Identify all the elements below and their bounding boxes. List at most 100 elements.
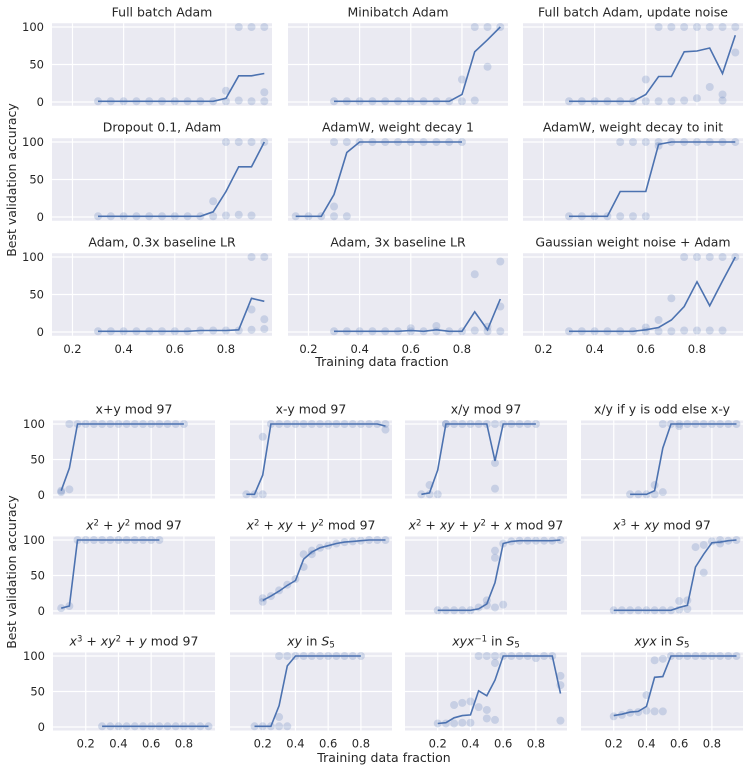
subplot-title: Adam, 0.3x baseline LR xyxy=(88,234,236,249)
data-point xyxy=(470,326,479,335)
data-point xyxy=(482,652,491,660)
series-line xyxy=(421,423,536,496)
data-point xyxy=(491,715,499,724)
data-point xyxy=(616,138,625,146)
series-line xyxy=(60,539,160,609)
y-tick-label: 0 xyxy=(37,325,44,339)
data-point xyxy=(718,253,727,261)
subplot-title: Full batch Adam xyxy=(112,4,213,19)
x-tick-label: 0.4 xyxy=(461,737,479,751)
data-point xyxy=(654,23,663,31)
series-line xyxy=(630,423,737,496)
data-point xyxy=(658,654,667,663)
subplot-title: xyx in S5 xyxy=(634,633,690,650)
data-point xyxy=(692,23,701,31)
data-point xyxy=(556,716,565,725)
data-point xyxy=(247,211,256,220)
data-point xyxy=(716,539,725,548)
x-tick-label: 0.6 xyxy=(670,737,688,751)
data-point xyxy=(705,23,714,31)
data-point xyxy=(299,550,308,559)
data-point xyxy=(658,707,667,716)
data-point xyxy=(626,490,635,499)
data-point xyxy=(247,305,256,314)
data-point xyxy=(658,488,667,497)
data-point xyxy=(381,425,390,434)
x-tick-label: 0.2 xyxy=(534,342,552,356)
subplot-title: x2 + y2 mod 97 xyxy=(85,517,182,532)
data-point xyxy=(491,553,499,562)
y-tick-label: 50 xyxy=(30,569,45,583)
data-point xyxy=(718,23,727,31)
series-line xyxy=(295,141,462,218)
x-tick-label: 0.6 xyxy=(142,737,160,751)
data-point xyxy=(705,326,714,335)
x-tick-label: 0.8 xyxy=(217,342,235,356)
data-point xyxy=(221,211,230,220)
x-tick-label: 0.4 xyxy=(637,737,655,751)
x-tick-label: 0.6 xyxy=(319,737,337,751)
subplot-title: x2 + xy + y2 + x mod 97 xyxy=(408,517,564,532)
data-point xyxy=(556,671,565,680)
x-tick-label: 0.2 xyxy=(77,737,95,751)
subplot-16: x2 + xy + y2 + x mod 97 xyxy=(405,517,567,615)
data-point xyxy=(616,212,625,221)
subplot-7: 0.2 0.4 0.6 0.8 0 50 100 Adam, 0.3x baseline LR xyxy=(22,234,272,356)
data-point xyxy=(496,257,505,266)
subplot-title: x2 + xy + y2 mod 97 xyxy=(246,517,376,532)
data-point xyxy=(209,212,218,221)
subplot-title: xy in S5 xyxy=(286,633,335,650)
data-point xyxy=(432,322,441,330)
subplot-title: xyx−1 in S5 xyxy=(451,633,519,650)
data-point xyxy=(667,97,676,106)
series-line xyxy=(60,423,184,491)
subplot-4: 0 50 100 Dropout 0.1, Adam xyxy=(22,119,272,224)
data-point xyxy=(356,652,365,660)
data-point xyxy=(433,490,442,499)
data-point xyxy=(260,138,269,146)
data-point xyxy=(342,138,351,146)
data-point xyxy=(650,707,659,716)
series-line xyxy=(437,539,561,612)
data-point xyxy=(457,75,466,84)
data-point xyxy=(705,253,714,261)
data-point xyxy=(57,488,66,497)
data-point xyxy=(330,202,339,211)
data-point xyxy=(691,543,700,552)
data-point xyxy=(731,253,740,261)
data-point xyxy=(65,485,74,494)
x-tick-label: 0.8 xyxy=(703,737,721,751)
data-point xyxy=(209,197,218,206)
data-point xyxy=(692,326,701,335)
series-line xyxy=(334,26,501,103)
data-point xyxy=(482,714,491,723)
subplot-12: x/y mod 97 xyxy=(405,401,567,499)
top-x-axis-label: Training data fraction xyxy=(314,354,448,369)
data-point xyxy=(629,138,637,146)
data-point xyxy=(629,212,637,221)
data-point xyxy=(474,703,483,712)
data-point xyxy=(531,420,540,428)
x-tick-label: 0.8 xyxy=(527,737,545,751)
data-point xyxy=(499,600,508,609)
data-point xyxy=(221,138,230,146)
data-point xyxy=(667,327,676,336)
data-point xyxy=(307,550,316,559)
x-tick-label: 0.8 xyxy=(453,342,471,356)
data-point xyxy=(496,327,505,336)
subplot-19: 0.2 0.4 0.6 0.8 xy in S5 xyxy=(230,633,392,751)
data-point xyxy=(275,722,284,731)
subplot-title: x+y mod 97 xyxy=(96,401,173,416)
data-point xyxy=(57,486,66,495)
data-point xyxy=(258,490,267,499)
data-point xyxy=(718,96,727,105)
subplot-title: AdamW, weight decay 1 xyxy=(322,119,474,134)
data-point xyxy=(641,212,650,221)
data-point xyxy=(65,420,74,428)
data-point xyxy=(330,212,339,221)
data-point xyxy=(260,325,269,333)
subplot-20: 0.2 0.4 0.6 0.8 xyx−1 in S5 xyxy=(405,633,567,751)
data-point xyxy=(221,86,230,95)
y-tick-label: 0 xyxy=(38,720,45,734)
y-tick-label: 100 xyxy=(22,135,44,149)
